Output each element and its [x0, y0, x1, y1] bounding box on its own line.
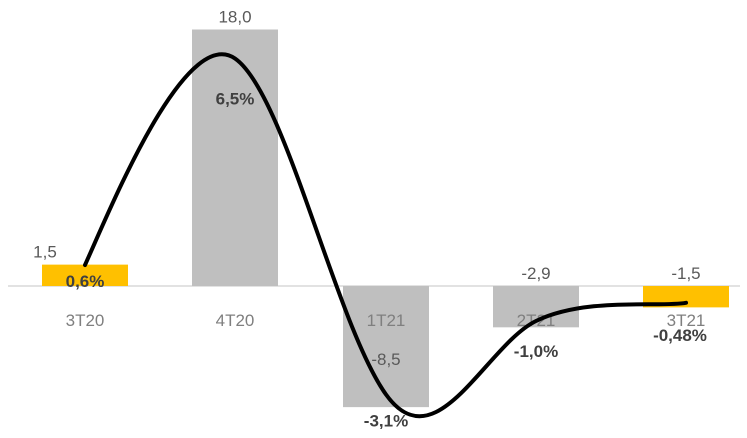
bar-value-label-2t21: -2,9 [521, 264, 550, 283]
bar-value-labels: 1,5 18,0 -8,5 -2,9 -1,5 [33, 8, 700, 370]
category-label-3t21: 3T21 [667, 311, 706, 330]
line-value-label-2t21: -1,0% [514, 342, 558, 361]
bar-value-label-3t20: 1,5 [33, 243, 57, 262]
category-label-3t20: 3T20 [66, 311, 105, 330]
line-value-labels: 0,6% 6,5% -3,1% -1,0% -0,48% [66, 90, 707, 431]
bar-value-label-1t21: -8,5 [371, 350, 400, 369]
bar-3t21 [643, 286, 729, 308]
line-value-label-4t20: 6,5% [216, 90, 255, 109]
bar-4t20 [192, 29, 278, 286]
bar-3t20 [42, 264, 128, 286]
line-value-label-3t21: -0,48% [653, 326, 707, 345]
bars-layer [42, 29, 729, 408]
bar-1t21 [343, 286, 429, 408]
line-value-label-1t21: -3,1% [364, 412, 408, 431]
category-labels: 3T20 4T20 1T21 2T21 3T21 [66, 311, 706, 330]
category-label-4t20: 4T20 [216, 311, 255, 330]
series-line [83, 52, 688, 419]
bar-value-label-3t21: -1,5 [671, 264, 700, 283]
category-label-1t21: 1T21 [367, 311, 406, 330]
bar-value-label-4t20: 18,0 [218, 8, 251, 27]
line-value-label-3t20: 0,6% [66, 272, 105, 291]
